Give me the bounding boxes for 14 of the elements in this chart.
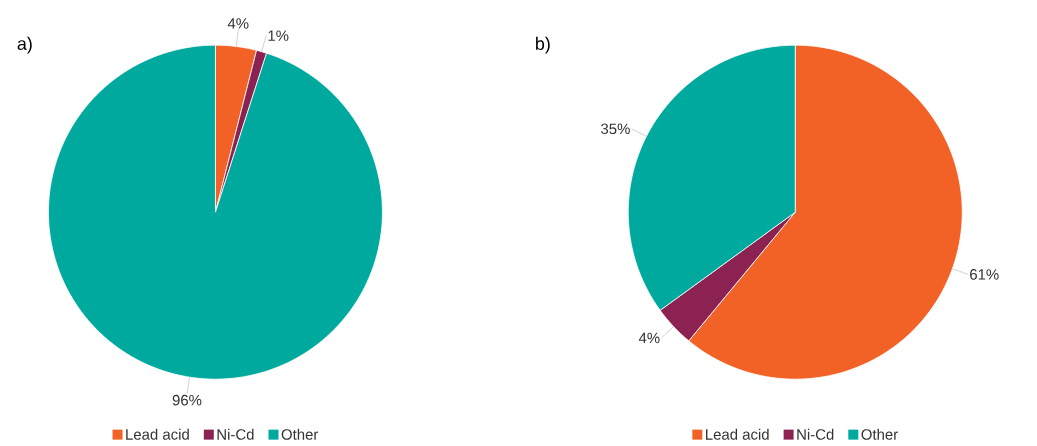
text: a): [17, 36, 32, 54]
legend-label: Ni-Cd: [217, 428, 254, 440]
data-label: 1%: [268, 30, 289, 41]
legend-label: Ni-Cd: [797, 428, 834, 440]
data-label: 4%: [638, 332, 660, 344]
legend-label: Lead acid: [126, 428, 189, 440]
data-label: 96%: [172, 394, 202, 406]
legend-label: Other: [281, 428, 319, 440]
data-label: 4%: [227, 18, 249, 29]
data-label: 35%: [601, 123, 630, 135]
legend-label: Other: [861, 428, 898, 440]
legend-label: Lead acid: [706, 428, 769, 440]
data-label: 61%: [970, 269, 999, 280]
chart-title: b): [536, 36, 550, 54]
